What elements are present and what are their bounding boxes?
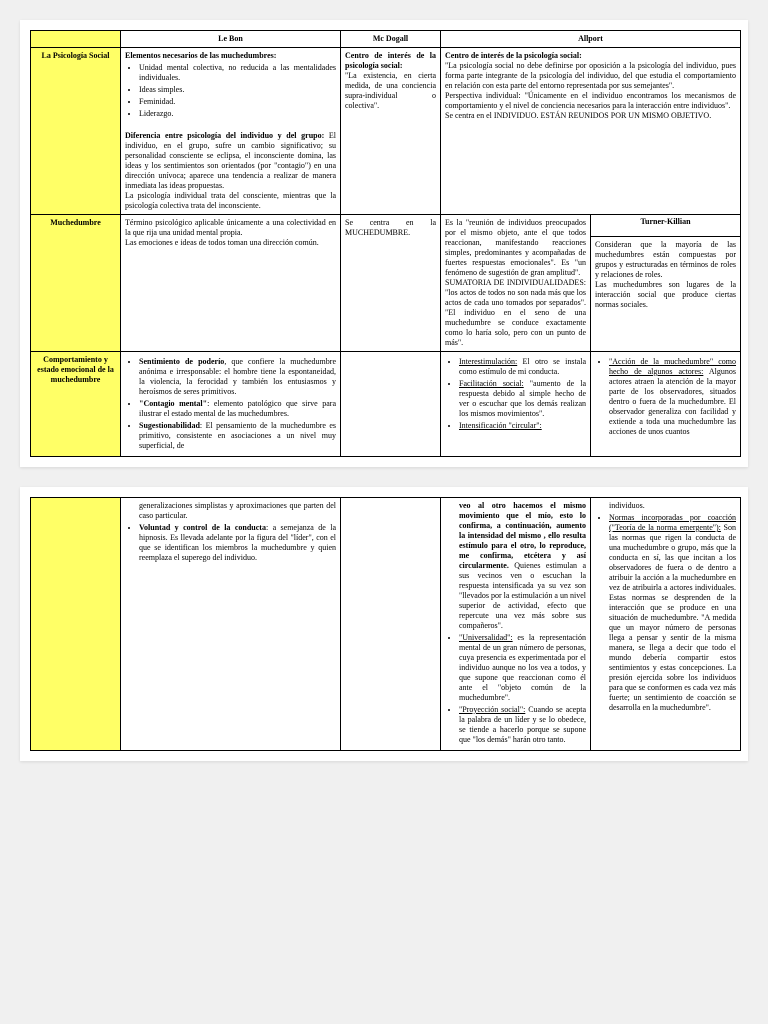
- comp2-lebon-4: Voluntad y control de la conducta: a sem…: [139, 523, 336, 563]
- lebon-elem-4: Liderazgo.: [139, 109, 336, 119]
- cell-psicologia-mcd: Centro de interés de la psicología socia…: [341, 48, 441, 215]
- all-cont-t: Quienes estimulan a sus vecinos ven o es…: [459, 561, 586, 630]
- cell-comp2-tk: individuos. Normas incorporadas por coac…: [591, 498, 741, 751]
- cell-much-allport: Es la "reunión de individuos preocupados…: [441, 215, 591, 352]
- page-2: generalizaciones simplistas y aproximaci…: [20, 487, 748, 761]
- comp-lebon-1: Sentimiento de poderío, que confiere la …: [139, 357, 336, 397]
- cell-much-tk: Consideran que la mayoría de las muchedu…: [591, 237, 741, 352]
- comp2-lebon-4-b: Voluntad y control de la conducta: [139, 523, 266, 532]
- comp-lebon-3-b: Sugestionabilidad: [139, 421, 200, 430]
- cell-much-mcd: Se centra en la MUCHEDUMBRE.: [341, 215, 441, 352]
- page-1: Le Bon Mc Dogall Allport La Psicología S…: [20, 20, 748, 467]
- allport-title: Centro de interés de la psicología socia…: [445, 51, 582, 60]
- header-allport: Allport: [441, 31, 741, 48]
- cell-comp2-mcd: [341, 498, 441, 751]
- comp-all-3-u: Intensificación "circular":: [459, 421, 542, 430]
- comp2-tk-2: Normas incorporadas por coacción ("Teorí…: [609, 513, 736, 713]
- lebon-cont: generalizaciones simplistas y aproximaci…: [139, 501, 336, 521]
- all-cont: veo al otro hacemos el mismo movimiento …: [459, 501, 586, 631]
- row-label-comp-cont: [31, 498, 121, 751]
- comp-all-2-u: Facilitación social:: [459, 379, 524, 388]
- lebon-elem-1: Unidad mental colectiva, no reducida a l…: [139, 63, 336, 83]
- lebon-diff-body2: La psicología individual trata del consc…: [125, 191, 336, 211]
- cell-psicologia-allport: Centro de interés de la psicología socia…: [441, 48, 741, 215]
- cell-comp-allport: Interestimulación: El otro se instala co…: [441, 352, 591, 457]
- tk-cont: individuos.: [609, 501, 736, 511]
- comp2-tk-2-t: Son las normas que rigen la conducta de …: [609, 523, 736, 712]
- much-lebon1: Término psicológico aplicable únicamente…: [125, 218, 336, 237]
- comp-tk-1: "Acción de la muchedumbre" como hecho de…: [609, 357, 736, 437]
- lebon-diff-title: Diferencia entre psicología del individu…: [125, 131, 324, 140]
- row-label-psicologia: La Psicología Social: [31, 48, 121, 215]
- cell-much-lebon: Término psicológico aplicable únicamente…: [121, 215, 341, 352]
- comp-all-1-u: Interestimulación:: [459, 357, 517, 366]
- comp2-tk-2-u: Normas incorporadas por coacción ("Teorí…: [609, 513, 736, 532]
- cell-comp2-allport: veo al otro hacemos el mismo movimiento …: [441, 498, 591, 751]
- cell-comp-mcd: [341, 352, 441, 457]
- mcd-title: Centro de interés de la psicología socia…: [345, 51, 436, 70]
- cell-psicologia-lebon: Elementos necesarios de las muchedumbres…: [121, 48, 341, 215]
- cell-comp-tk: "Acción de la muchedumbre" como hecho de…: [591, 352, 741, 457]
- comparison-table-top: Le Bon Mc Dogall Allport La Psicología S…: [30, 30, 741, 457]
- lebon-elem-2: Ideas simples.: [139, 85, 336, 95]
- comp-lebon-2-b: "Contagio mental": [139, 399, 207, 408]
- lebon-intro: Elementos necesarios de las muchedumbres…: [125, 51, 276, 60]
- comp-lebon-2: "Contagio mental": elemento patológico q…: [139, 399, 336, 419]
- allport-center: Se centra en el INDIVIDUO. ESTÁN REUNIDO…: [445, 111, 736, 121]
- header-lebon: Le Bon: [121, 31, 341, 48]
- comp-lebon-3: Sugestionabilidad: El pensamiento de la …: [139, 421, 336, 451]
- much-lebon2: Las emociones e ideas de todos toman una…: [125, 238, 336, 248]
- comp-tk-1-t: Algunos actores atraen la atención de la…: [609, 367, 736, 436]
- all-cont-b: veo al otro hacemos el mismo movimiento …: [459, 501, 586, 570]
- comp2-all-4: "Universalidad": es la representación me…: [459, 633, 586, 703]
- much-allport-body: Es la "reunión de individuos preocupados…: [445, 218, 586, 277]
- comp-all-2: Facilitación social: "aumento de la resp…: [459, 379, 586, 419]
- row-label-muchedumbre: Muchedumbre: [31, 215, 121, 352]
- comp-all-3: Intensificación "circular":: [459, 421, 586, 431]
- allport-quote: "La psicología social no debe definirse …: [445, 61, 736, 91]
- comp-all-1: Interestimulación: El otro se instala co…: [459, 357, 586, 377]
- comp2-all-5: "Proyección social": Cuando se acepta la…: [459, 705, 586, 745]
- corner-cell: [31, 31, 121, 48]
- comp2-all-4-t: es la representación mental de un gran n…: [459, 633, 586, 702]
- tk-body2: Las muchedumbres son lugares de la inter…: [595, 280, 736, 310]
- comparison-table-bottom: generalizaciones simplistas y aproximaci…: [30, 497, 741, 751]
- much-allport-sum: SUMATORIA DE INDIVIDUALIDADES: "los acto…: [445, 278, 586, 348]
- mcd-body: "La existencia, en cierta medida, de una…: [345, 71, 436, 111]
- comp2-all-5-u: "Proyección social":: [459, 705, 525, 714]
- tk-body1: Consideran que la mayoría de las muchedu…: [595, 240, 736, 279]
- lebon-elem-3: Feminidad.: [139, 97, 336, 107]
- header-mcdogall: Mc Dogall: [341, 31, 441, 48]
- cell-comp2-lebon: generalizaciones simplistas y aproximaci…: [121, 498, 341, 751]
- allport-persp: Perspectiva individual: "Únicamente en e…: [445, 91, 736, 111]
- tk-header: Turner-Killian: [591, 215, 741, 237]
- cell-comp-lebon: Sentimiento de poderío, que confiere la …: [121, 352, 341, 457]
- row-label-comp: Comportamiento y estado emocional de la …: [31, 352, 121, 457]
- comp2-all-4-u: "Universalidad":: [459, 633, 513, 642]
- comp-lebon-1-b: Sentimiento de poderío: [139, 357, 224, 366]
